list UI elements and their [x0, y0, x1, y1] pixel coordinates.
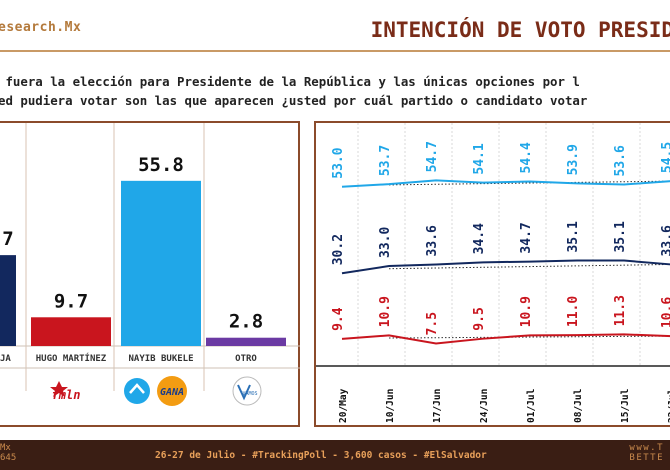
series-data-label: 54.1: [472, 143, 487, 174]
nuevas-ideas-logo: [124, 378, 150, 404]
footer: Mx 645 26-27 de Julio - #TrackingPoll - …: [0, 440, 670, 470]
series-data-label: 53.9: [566, 144, 581, 175]
series-data-label: 11.3: [613, 295, 628, 326]
arrow-icon: [129, 383, 145, 394]
line-chart-panel: 53.0 53.7 54.7 54.1 54.4 53.9 53.6 54.5 30.2 33.0…: [314, 121, 670, 427]
x-tick-label: 10/Jun: [385, 389, 396, 423]
bar-value-label: 55.8: [138, 154, 184, 176]
x-tick-label: 24/Jun: [479, 389, 490, 423]
header-divider: [0, 50, 670, 52]
survey-question: fuera la elección para Presidente de la …: [0, 72, 670, 110]
footer-left-top: Mx: [0, 443, 11, 453]
x-tick-label: 17/Jun: [432, 389, 443, 423]
header: esearch.Mx INTENCIÓN DE VOTO PRESID: [0, 0, 670, 62]
fmln-logo: fmln: [50, 381, 80, 402]
series-data-label: 54.7: [425, 141, 440, 172]
brand-name: esearch.Mx: [0, 20, 82, 35]
series-data-label: 11.0: [566, 296, 581, 327]
page-title: INTENCIÓN DE VOTO PRESID: [370, 18, 670, 42]
gana-logo-text: GANA: [160, 387, 184, 398]
bar-value-label: 9.7: [54, 290, 88, 312]
series-data-label: 54.5: [660, 142, 670, 173]
footer-right: www.T BETTE: [629, 443, 664, 463]
footer-caption: 26-27 de Julio - #TrackingPoll - 3,600 c…: [155, 450, 487, 461]
star-icon: [50, 381, 68, 397]
series-data-label: 34.4: [472, 223, 487, 254]
series-data-label: 54.4: [519, 142, 534, 173]
footer-left: Mx 645: [0, 443, 16, 463]
bar-category-label: NAYIB BUKELE: [128, 354, 193, 364]
series-data-label: 7.5: [425, 312, 440, 335]
series-data-label: 33.6: [660, 225, 670, 256]
series-line: [341, 179, 670, 188]
series-data-label: 35.1: [566, 221, 581, 252]
bar-chart-panel: 7 LEJA 9.7 HUGO MARTÍNEZ 55.8 NAYIB BUKELE 2.8…: [0, 121, 300, 427]
trend-line: [388, 335, 670, 339]
bar: [31, 317, 111, 346]
trend-line: [388, 180, 670, 186]
series-data-label: 10.9: [519, 296, 534, 327]
series-data-label: 33.6: [425, 225, 440, 256]
series-data-label: 9.5: [472, 307, 487, 330]
series-data-label: 10.6: [660, 297, 670, 328]
x-tick-label: 01/Jul: [526, 388, 537, 423]
bar-value-label: 7: [2, 228, 13, 250]
series-data-label: 53.7: [378, 145, 393, 176]
footer-right-bottom: BETTE: [629, 453, 664, 463]
x-tick-label: 20/May: [338, 388, 349, 423]
series-data-label: 33.0: [378, 227, 393, 258]
series-data-label: 9.4: [331, 307, 346, 331]
bar-category-label: HUGO MARTÍNEZ: [36, 352, 107, 364]
series-line: [341, 333, 670, 345]
bar: [121, 180, 201, 346]
question-line-1: fuera la elección para Presidente de la …: [0, 74, 580, 89]
series-data-label: 34.7: [519, 222, 534, 253]
fmln-logo-text: fmln: [52, 388, 81, 402]
bar: [206, 337, 286, 346]
x-tick-label: 22/Jul: [667, 388, 670, 423]
bar: [0, 255, 16, 346]
question-line-2: ed pudiera votar son las que aparecen ¿u…: [0, 93, 588, 108]
gana-logo: [157, 376, 187, 406]
bar-value-label: 2.8: [229, 311, 263, 333]
series-data-label: 53.0: [331, 147, 346, 178]
series-data-label: 53.6: [613, 145, 628, 176]
series-data-label: 10.9: [378, 296, 393, 327]
check-icon: [237, 384, 251, 401]
bar-chart: 7 LEJA 9.7 HUGO MARTÍNEZ 55.8 NAYIB BUKELE 2.8…: [0, 123, 300, 406]
bar-category-label: LEJA: [0, 354, 11, 364]
trend-line: [388, 263, 670, 270]
bar-category-label: OTRO: [235, 354, 257, 364]
x-tick-label: 08/Jul: [573, 388, 584, 423]
series-data-label: 30.2: [331, 234, 346, 265]
vamos-logo-text: VAMOS: [242, 391, 257, 397]
x-tick-label: 15/Jul: [620, 388, 631, 423]
footer-left-bottom: 645: [0, 453, 17, 463]
series-data-label: 35.1: [613, 221, 628, 252]
footer-right-top: www.T: [629, 443, 664, 453]
series-line: [341, 259, 670, 275]
line-chart: 53.0 53.7 54.7 54.1 54.4 53.9 53.6 54.5 30.2 33.0…: [316, 123, 670, 423]
